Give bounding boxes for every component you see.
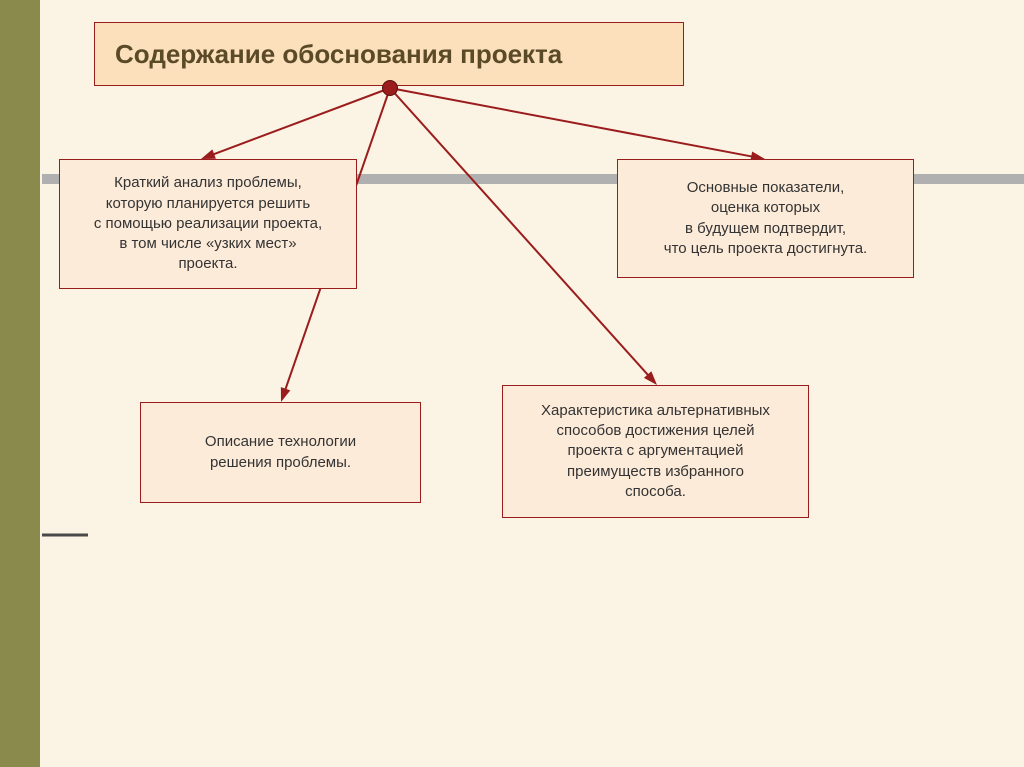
node-alternative-characteristics: Характеристика альтернативных способов д… — [502, 385, 809, 518]
origin-node — [382, 80, 398, 96]
node-technology-description-text: Описание технологии решения проблемы. — [205, 432, 356, 473]
diagram-title: Содержание обоснования проекта — [94, 22, 684, 86]
node-technology-description: Описание технологии решения проблемы. — [140, 402, 421, 503]
node-brief-analysis: Краткий анализ проблемы, которую планиру… — [59, 159, 357, 289]
node-key-indicators-text: Основные показатели, оценка которых в бу… — [664, 178, 867, 259]
node-key-indicators: Основные показатели, оценка которых в бу… — [617, 159, 914, 278]
slide-background — [0, 0, 1024, 767]
sidebar-olive-strip — [0, 0, 40, 767]
node-brief-analysis-text: Краткий анализ проблемы, которую планиру… — [94, 173, 322, 274]
diagram-title-text: Содержание обоснования проекта — [115, 39, 562, 70]
node-alternative-characteristics-text: Характеристика альтернативных способов д… — [541, 401, 770, 502]
